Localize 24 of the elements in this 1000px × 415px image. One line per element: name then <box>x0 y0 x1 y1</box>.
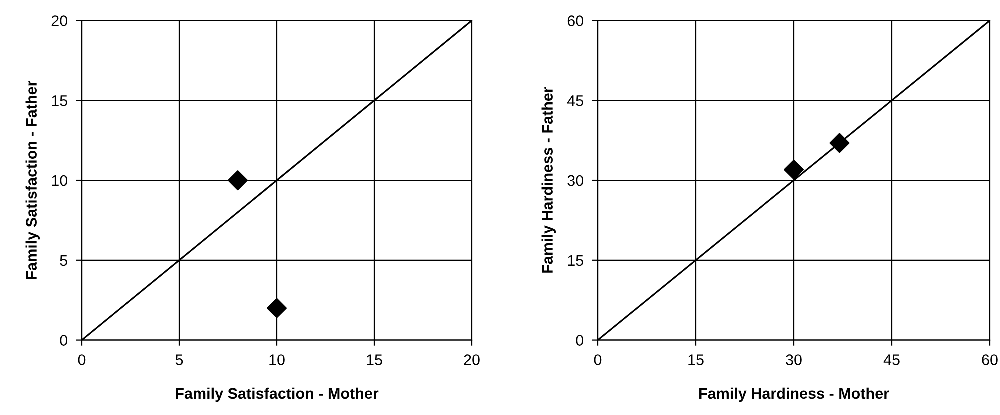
y-tick-label: 15 <box>52 96 68 106</box>
x-axis-title: Family Hardiness - Mother <box>700 388 890 402</box>
y-tick-label: 30 <box>568 175 584 186</box>
x-tick-label: 15 <box>367 354 382 366</box>
y-tick-label: 45 <box>567 96 584 106</box>
y-tick-label: 5 <box>60 255 68 266</box>
x-tick-label: 60 <box>982 354 998 366</box>
x-tick-label: 20 <box>464 354 480 366</box>
y-tick-label: 15 <box>568 255 584 266</box>
y-tick-label: 60 <box>568 16 584 26</box>
x-tick-label: 15 <box>688 354 704 366</box>
y-axis-title: Family Hardiness - Father <box>542 87 556 273</box>
y-tick-label: 10 <box>52 175 68 186</box>
y-tick-label: 20 <box>52 16 68 26</box>
y-tick-label: 0 <box>576 335 584 346</box>
y-tick-label: 0 <box>60 335 68 346</box>
x-axis-title: Family Satisfaction - Mother <box>176 388 379 402</box>
x-tick-label: 0 <box>594 354 602 366</box>
x-tick-label: 5 <box>176 354 184 366</box>
x-tick-label: 45 <box>884 354 900 366</box>
x-tick-label: 10 <box>270 354 285 366</box>
x-tick-label: 0 <box>78 354 86 366</box>
y-axis-title: Family Satisfaction - Father <box>26 80 40 280</box>
x-tick-label: 30 <box>786 354 802 366</box>
